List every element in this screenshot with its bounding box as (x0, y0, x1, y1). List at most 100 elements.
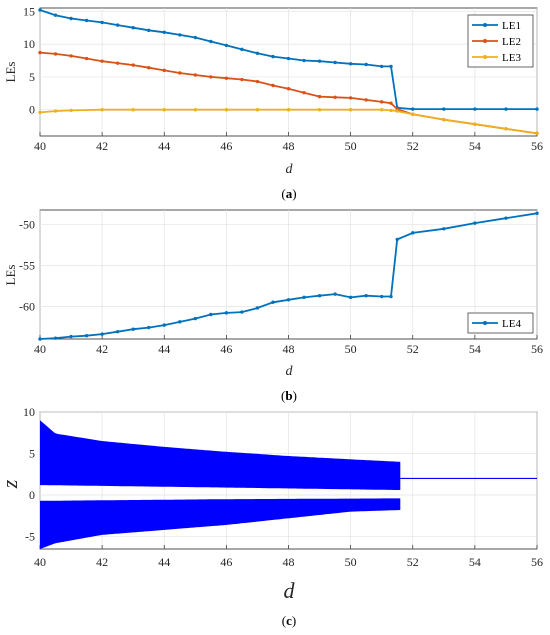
panel-b-xlabel: d (286, 364, 294, 379)
panel-c-xtick-labels: 40 42 44 46 48 50 52 54 56 (34, 555, 543, 569)
panel-c-grid (39, 411, 538, 549)
caption-c: (c) (282, 613, 296, 628)
panel-c-xtick-label: 48 (283, 555, 295, 569)
panel-a-ytick-label: 10 (23, 37, 35, 51)
series-le3-point (395, 109, 399, 113)
panel-c-xtick-label: 54 (469, 555, 481, 569)
series-le4-point (348, 295, 353, 300)
series-le1-point (178, 33, 182, 37)
panel-a-xtick-label: 44 (158, 139, 170, 153)
panel-b-ytick-label: -60 (19, 299, 35, 313)
series-le4-point (473, 221, 477, 225)
series-le2-point (131, 63, 135, 67)
panel-a-ytick-label: 5 (29, 70, 35, 84)
series-le4-point (240, 310, 244, 314)
series-le1-line (39, 9, 537, 110)
series-le2-point (379, 100, 384, 104)
series-le4-point (271, 300, 275, 304)
series-le4-point (115, 329, 120, 334)
series-le2-point (38, 50, 42, 55)
series-le3-point (286, 108, 291, 112)
legend-le1-marker (483, 23, 487, 27)
series-le3-point (504, 127, 508, 131)
series-le1-point (535, 107, 539, 111)
bifurcation-lower-band (40, 498, 401, 549)
caption-c-letter: c (286, 613, 292, 628)
panel-b-xtick-label: 48 (283, 342, 295, 356)
series-le1-point (240, 47, 244, 52)
panel-a-xtick-label: 52 (407, 139, 419, 153)
series-le1-point (115, 23, 120, 27)
panel-a-xtick-label: 54 (469, 139, 481, 153)
series-le4-point (131, 327, 135, 331)
series-le1-point (193, 35, 198, 40)
series-le2-point (302, 90, 306, 95)
series-le4-point (69, 334, 73, 339)
series-le3-point (389, 108, 393, 113)
series-le4-point (442, 227, 446, 231)
series-le2-point (209, 75, 213, 79)
panel-c-ytick-label: -5 (25, 530, 35, 544)
series-le4-point (286, 298, 291, 302)
series-le1-point (504, 107, 508, 111)
series-le4-point (504, 216, 508, 220)
panel-b-series (38, 211, 539, 341)
series-le2-point (271, 83, 275, 88)
series-le4-point (38, 337, 42, 341)
panel-b-xtick-label: 54 (469, 342, 481, 356)
panel-a-series (38, 8, 539, 136)
series-le3-point (379, 108, 384, 112)
legend-le1-label: LE1 (502, 20, 521, 32)
series-le4-point (209, 312, 213, 317)
series-le4-line (39, 212, 538, 340)
panel-a-ylabel: LEs (3, 62, 18, 83)
panel-a-xtick-label: 48 (283, 139, 295, 153)
panel-b-xtick-label: 52 (407, 342, 419, 356)
caption-b: (b) (281, 388, 297, 403)
panel-c-ytick-label: 0 (29, 488, 35, 502)
panel-b-ytick-label: -55 (19, 259, 35, 273)
panel-c-xtick-label: 44 (158, 555, 170, 569)
panel-c-xlabel: d (284, 578, 296, 603)
series-le4-point (535, 211, 539, 215)
series-le2-point (162, 68, 166, 73)
series-le4-point (84, 334, 89, 338)
series-le3-point (255, 108, 260, 112)
series-le1-point (53, 13, 58, 17)
series-le3-point (53, 109, 58, 113)
panel-b-xtick-label: 50 (345, 342, 357, 356)
legend-le3-marker (483, 55, 487, 59)
legend-le3-label: LE3 (502, 52, 521, 64)
caption-a: (a) (281, 186, 296, 201)
series-le2-point (193, 73, 198, 77)
panel-b-ylabel: LEs (3, 265, 18, 286)
series-le4-point (389, 294, 393, 299)
series-le3-point (348, 108, 353, 112)
series-le4-point (395, 237, 399, 242)
series-le1-point (286, 56, 291, 61)
series-le1-point (411, 107, 415, 111)
panel-b-xtick-label: 40 (34, 342, 46, 356)
panel-c: 40 42 44 46 48 50 52 54 56 -5 0 5 10 d z (0, 405, 543, 603)
series-le1-point (473, 107, 477, 111)
series-le4-point (379, 294, 384, 299)
caption-a-letter: a (286, 186, 293, 201)
series-le2-point (147, 66, 151, 70)
series-le2-point (84, 56, 89, 61)
panel-b-legend: LE4 (467, 312, 534, 334)
series-le1-point (131, 25, 135, 30)
series-le2-point (317, 94, 322, 99)
panel-b-ytick-labels: -60 -55 -50 (19, 218, 35, 314)
panel-c-ytick-label: 5 (29, 447, 35, 461)
series-le1-point (364, 62, 368, 67)
series-le1-point (442, 107, 446, 111)
panel-a-xtick-label: 40 (34, 139, 46, 153)
series-le4-point (302, 295, 306, 300)
panel-b-ytick-label: -50 (19, 218, 35, 232)
series-le4-point (178, 320, 182, 324)
series-le3-point (224, 108, 229, 112)
series-le1-point (162, 30, 166, 34)
series-le1-point (100, 20, 104, 25)
panel-b-xtick-labels: 40 42 44 46 48 50 52 54 56 (34, 342, 543, 356)
